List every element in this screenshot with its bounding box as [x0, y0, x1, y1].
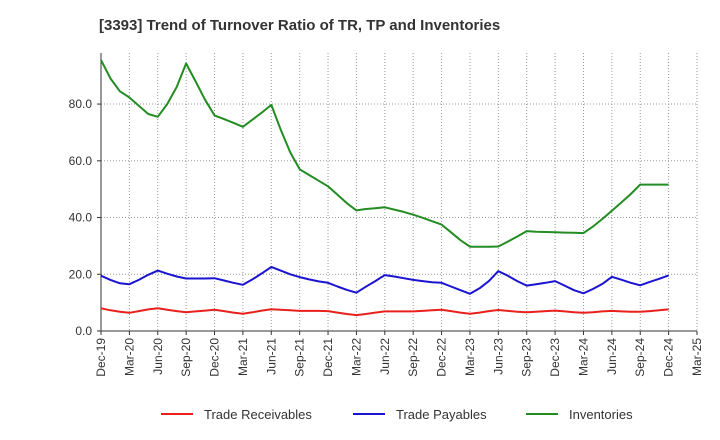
x-axis: Dec-19 Mar-20 Jun-20 Sep-20 Dec-20 Mar-21 Jun-…: [94, 331, 704, 377]
x-tick-label: Sep-24: [633, 338, 647, 377]
y-tick-label: 40.0: [69, 211, 93, 225]
y-tick-label: 80.0: [69, 97, 93, 111]
series-line-inventories: [100, 59, 669, 248]
plot-frame: [100, 53, 697, 332]
x-tick-label: Mar-22: [349, 338, 363, 376]
x-tick-label: Sep-21: [293, 338, 307, 377]
x-tick-label: Dec-21: [321, 338, 335, 377]
legend-label: Trade Receivables: [204, 407, 312, 422]
x-tick-label: Dec-24: [662, 338, 676, 377]
x-tick-label: Jun-22: [378, 338, 392, 375]
x-tick-label: Mar-21: [236, 338, 250, 376]
legend: Trade Receivables Trade Payables Inventori…: [161, 407, 633, 422]
x-tick-label: Sep-23: [520, 338, 534, 377]
x-tick-label: Jun-20: [151, 338, 165, 375]
x-tick-label: Sep-20: [179, 338, 193, 377]
x-tick-label: Mar-20: [122, 338, 136, 376]
series-line-trade-receivables: [100, 307, 669, 317]
y-tick-label: 0.0: [75, 324, 92, 338]
y-axis: 0.0 20.0 40.0 60.0 80.0: [69, 97, 101, 338]
x-tick-label: Jun-24: [605, 338, 619, 375]
x-tick-label: Dec-20: [208, 338, 222, 377]
y-tick-label: 60.0: [69, 154, 93, 168]
legend-label: Trade Payables: [396, 407, 487, 422]
x-tick-label: Jun-21: [264, 338, 278, 375]
x-tick-label: Dec-19: [94, 338, 108, 377]
x-tick-label: Dec-22: [435, 338, 449, 377]
series-lines: [100, 59, 669, 317]
series-line-trade-payables: [100, 265, 669, 295]
x-tick-label: Jun-23: [491, 338, 505, 375]
legend-label: Inventories: [569, 407, 633, 422]
x-tick-label: Mar-25: [690, 338, 704, 376]
x-tick-label: Mar-24: [576, 338, 590, 376]
x-tick-label: Mar-23: [463, 338, 477, 376]
x-tick-label: Sep-22: [406, 338, 420, 377]
grid: [100, 53, 698, 332]
chart-title: [3393] Trend of Turnover Ratio of TR, TP…: [99, 17, 500, 34]
x-tick-label: Dec-23: [548, 338, 562, 377]
y-tick-label: 20.0: [69, 267, 93, 281]
